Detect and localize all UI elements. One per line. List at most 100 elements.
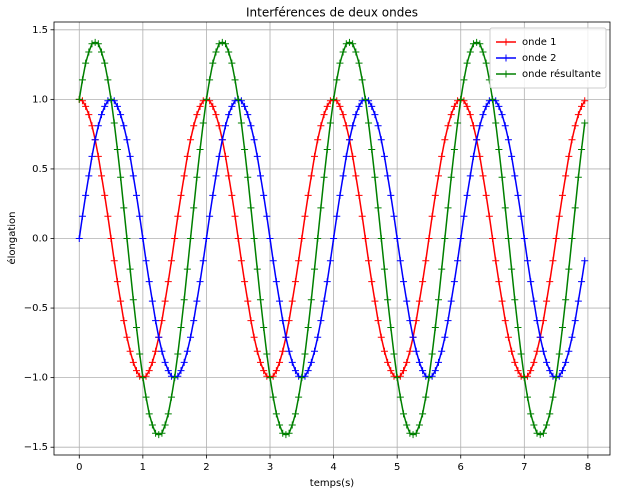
marker	[206, 76, 214, 84]
marker	[409, 333, 417, 341]
marker	[555, 350, 563, 358]
marker	[463, 191, 471, 199]
marker	[117, 297, 125, 305]
marker	[504, 235, 512, 242]
y-tick-label: −0.5	[24, 303, 48, 314]
marker	[352, 48, 360, 56]
marker	[132, 367, 140, 375]
marker	[511, 172, 519, 180]
marker	[384, 296, 392, 304]
marker	[508, 152, 516, 160]
marker	[326, 119, 334, 127]
marker	[104, 76, 112, 84]
marker	[434, 172, 442, 180]
marker	[91, 136, 99, 144]
marker	[231, 212, 239, 220]
marker	[285, 347, 293, 355]
marker	[495, 278, 503, 286]
marker	[403, 358, 411, 366]
marker	[187, 136, 195, 144]
marker	[202, 235, 210, 242]
marker	[180, 296, 188, 304]
marker	[571, 204, 579, 212]
marker	[336, 191, 344, 199]
marker	[298, 374, 306, 382]
marker	[209, 102, 217, 110]
marker	[543, 421, 551, 429]
marker	[349, 122, 357, 130]
marker	[78, 76, 86, 84]
marker	[530, 297, 538, 305]
marker	[533, 317, 541, 325]
marker	[434, 296, 442, 304]
marker	[174, 212, 182, 220]
marker	[256, 296, 264, 304]
marker	[174, 350, 182, 358]
marker	[167, 393, 175, 401]
marker	[126, 152, 134, 160]
marker	[320, 173, 328, 181]
marker	[152, 347, 160, 355]
marker	[113, 145, 121, 153]
marker	[466, 111, 474, 119]
marker	[314, 235, 322, 242]
marker	[190, 204, 198, 212]
marker	[225, 111, 233, 119]
marker	[193, 111, 201, 119]
marker	[460, 212, 468, 220]
marker	[85, 48, 93, 56]
marker	[317, 317, 325, 325]
series-line	[78, 98, 586, 379]
marker	[406, 317, 414, 325]
marker	[129, 358, 137, 366]
marker	[155, 431, 163, 439]
marker	[457, 95, 465, 103]
marker	[215, 40, 223, 48]
marker	[444, 122, 452, 130]
marker	[546, 410, 554, 418]
marker	[117, 111, 125, 119]
marker	[495, 102, 503, 110]
marker	[460, 76, 468, 84]
marker	[161, 358, 169, 366]
marker	[301, 212, 309, 220]
marker	[307, 172, 315, 180]
marker	[482, 191, 490, 199]
marker	[269, 372, 277, 380]
marker	[469, 152, 477, 160]
x-tick-label: 8	[585, 462, 591, 473]
marker	[91, 38, 99, 46]
marker	[196, 145, 204, 153]
marker	[82, 191, 90, 199]
marker	[123, 333, 131, 341]
marker	[520, 235, 528, 242]
marker	[479, 111, 487, 119]
marker	[549, 257, 557, 265]
y-axis-label: élongation	[6, 211, 18, 264]
marker	[365, 119, 373, 127]
marker	[190, 317, 198, 325]
marker	[323, 102, 331, 110]
y-tick-label: −1.5	[24, 442, 48, 453]
marker	[307, 358, 315, 366]
marker	[94, 40, 102, 48]
marker	[101, 191, 109, 199]
marker	[250, 235, 258, 242]
marker	[447, 173, 455, 181]
marker	[202, 95, 210, 103]
marker	[177, 191, 185, 199]
marker	[311, 265, 319, 273]
legend-label: onde résultante	[522, 68, 601, 80]
x-tick-label: 2	[203, 462, 209, 473]
marker	[524, 372, 532, 380]
marker	[517, 212, 525, 220]
marker	[120, 122, 128, 130]
marker	[444, 204, 452, 212]
marker	[231, 97, 239, 105]
marker	[400, 367, 408, 375]
marker	[469, 122, 477, 130]
marker	[428, 212, 436, 220]
marker	[295, 393, 303, 401]
marker	[574, 173, 582, 181]
chart-title: Interférences de deux ondes	[246, 6, 418, 20]
